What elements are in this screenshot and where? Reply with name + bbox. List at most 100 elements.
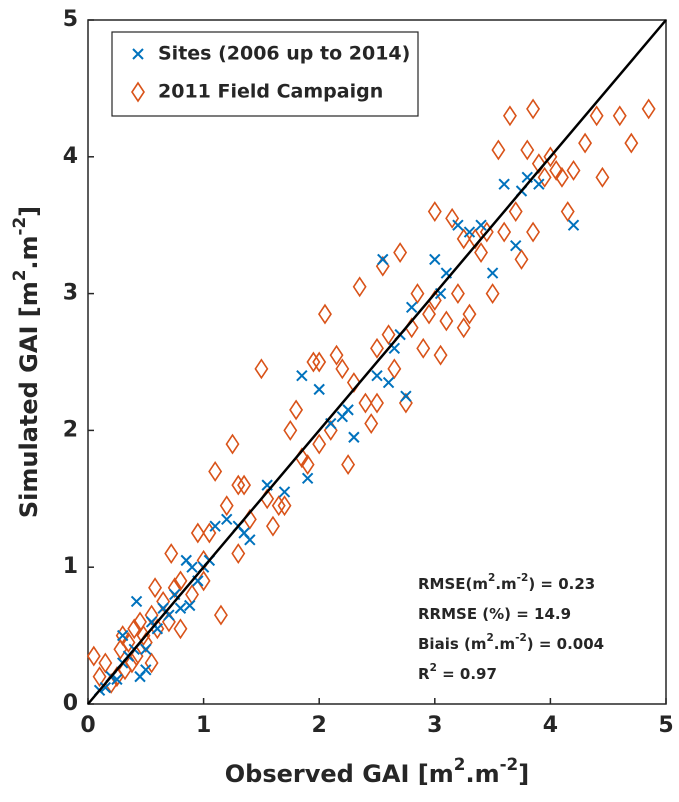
x-tick-label: 3 <box>427 713 442 738</box>
text-part: .m <box>15 235 43 269</box>
diamond-marker <box>589 105 604 127</box>
diamond-marker <box>370 337 384 359</box>
diamond-marker <box>300 454 315 476</box>
diamond-marker <box>450 283 465 305</box>
diamond-marker <box>341 454 356 476</box>
plot-area <box>87 19 667 705</box>
diamond-marker <box>474 242 489 264</box>
text-part: ) = 0.004 <box>527 635 604 653</box>
diamond-marker <box>225 433 240 455</box>
diamond-marker <box>624 132 639 154</box>
superscript: 2 <box>488 572 495 584</box>
legend-label: Sites (2006 up to 2014) <box>158 43 410 65</box>
x-marker <box>184 599 196 612</box>
diamond-marker <box>202 522 217 544</box>
x-marker <box>498 178 510 190</box>
text-part: Simulated GAI [m <box>15 281 43 518</box>
x-marker <box>244 534 256 546</box>
diamond-marker <box>318 303 332 325</box>
x-marker <box>313 383 325 396</box>
text-part: ) = 0.23 <box>528 575 595 593</box>
diamond-marker <box>352 276 367 298</box>
superscript: -2 <box>517 572 529 584</box>
x-marker <box>486 267 499 279</box>
x-marker <box>371 369 383 382</box>
diamond-marker <box>514 248 529 270</box>
diamond-marker <box>144 652 159 674</box>
diamond-marker <box>277 495 292 517</box>
diamond-marker <box>410 283 425 305</box>
text-part: .m <box>494 635 515 653</box>
diamond-marker <box>526 221 541 243</box>
diamond-marker <box>219 495 234 517</box>
diamond-marker <box>422 303 436 325</box>
diamond-marker <box>127 618 142 640</box>
diamond-marker <box>346 372 361 393</box>
y-tick-label: 0 <box>63 691 78 716</box>
diamond-marker <box>271 495 286 517</box>
diamond-marker <box>456 317 471 339</box>
diamond-marker <box>502 105 517 127</box>
diamond-marker <box>427 201 442 222</box>
text-part: RRMSE (%) = 14.9 <box>418 605 571 623</box>
x-tick-label: 4 <box>543 713 558 738</box>
diamond-marker <box>526 98 541 120</box>
x-marker <box>221 513 233 526</box>
diamond-marker <box>595 166 610 188</box>
diamond-marker <box>173 618 188 640</box>
x-marker <box>186 561 198 573</box>
diamond-marker <box>462 303 477 325</box>
x-marker <box>209 520 221 532</box>
diamond-marker <box>86 645 101 667</box>
diamond-marker <box>124 652 139 674</box>
y-tick-label: 5 <box>63 7 78 32</box>
one-to-one-line <box>87 19 667 705</box>
text-part: R <box>418 665 430 683</box>
diamond-marker <box>433 344 448 366</box>
diamond-marker <box>144 604 159 626</box>
y-tick-label: 1 <box>63 554 78 579</box>
diamond-marker <box>468 228 483 250</box>
text-part: .m <box>465 760 499 788</box>
x-marker <box>111 673 123 686</box>
x-marker <box>463 226 476 238</box>
diamond-marker <box>497 221 512 243</box>
x-marker <box>382 376 395 389</box>
diamond-marker <box>485 283 500 305</box>
diamond-marker <box>456 228 471 250</box>
x-marker <box>342 404 354 416</box>
diamond-marker <box>121 631 136 653</box>
legend-marker <box>131 81 145 103</box>
x-tick-label: 2 <box>312 713 327 738</box>
diamond-marker <box>231 543 246 564</box>
x-marker <box>301 472 314 484</box>
diamond-marker <box>173 570 188 592</box>
x-marker <box>567 219 580 231</box>
diamond-marker <box>312 351 327 373</box>
x-marker <box>99 681 112 694</box>
diamond-marker <box>237 474 252 496</box>
diamond-marker <box>439 310 454 332</box>
diamond-marker <box>370 392 384 414</box>
diamond-marker <box>393 242 408 264</box>
x-tick-label: 1 <box>196 713 211 738</box>
diamond-marker <box>208 460 223 482</box>
x-marker <box>405 301 418 313</box>
diamond-marker <box>265 515 280 537</box>
text-part: = 0.97 <box>437 665 497 683</box>
legend-entry: Sites (2006 up to 2014) <box>132 43 410 65</box>
diamond-marker <box>364 413 379 435</box>
diamond-marker <box>190 522 205 544</box>
legend-box <box>111 31 419 117</box>
diamond-marker <box>520 139 535 161</box>
diamond-marker <box>416 337 431 359</box>
y-tick-label: 4 <box>63 144 78 169</box>
diamond-marker <box>283 419 298 441</box>
diamond-marker <box>156 590 171 612</box>
diamond-marker <box>381 324 396 346</box>
diamond-marker <box>213 604 228 626</box>
diamond-marker <box>289 399 304 421</box>
superscript: -2 <box>515 632 527 644</box>
